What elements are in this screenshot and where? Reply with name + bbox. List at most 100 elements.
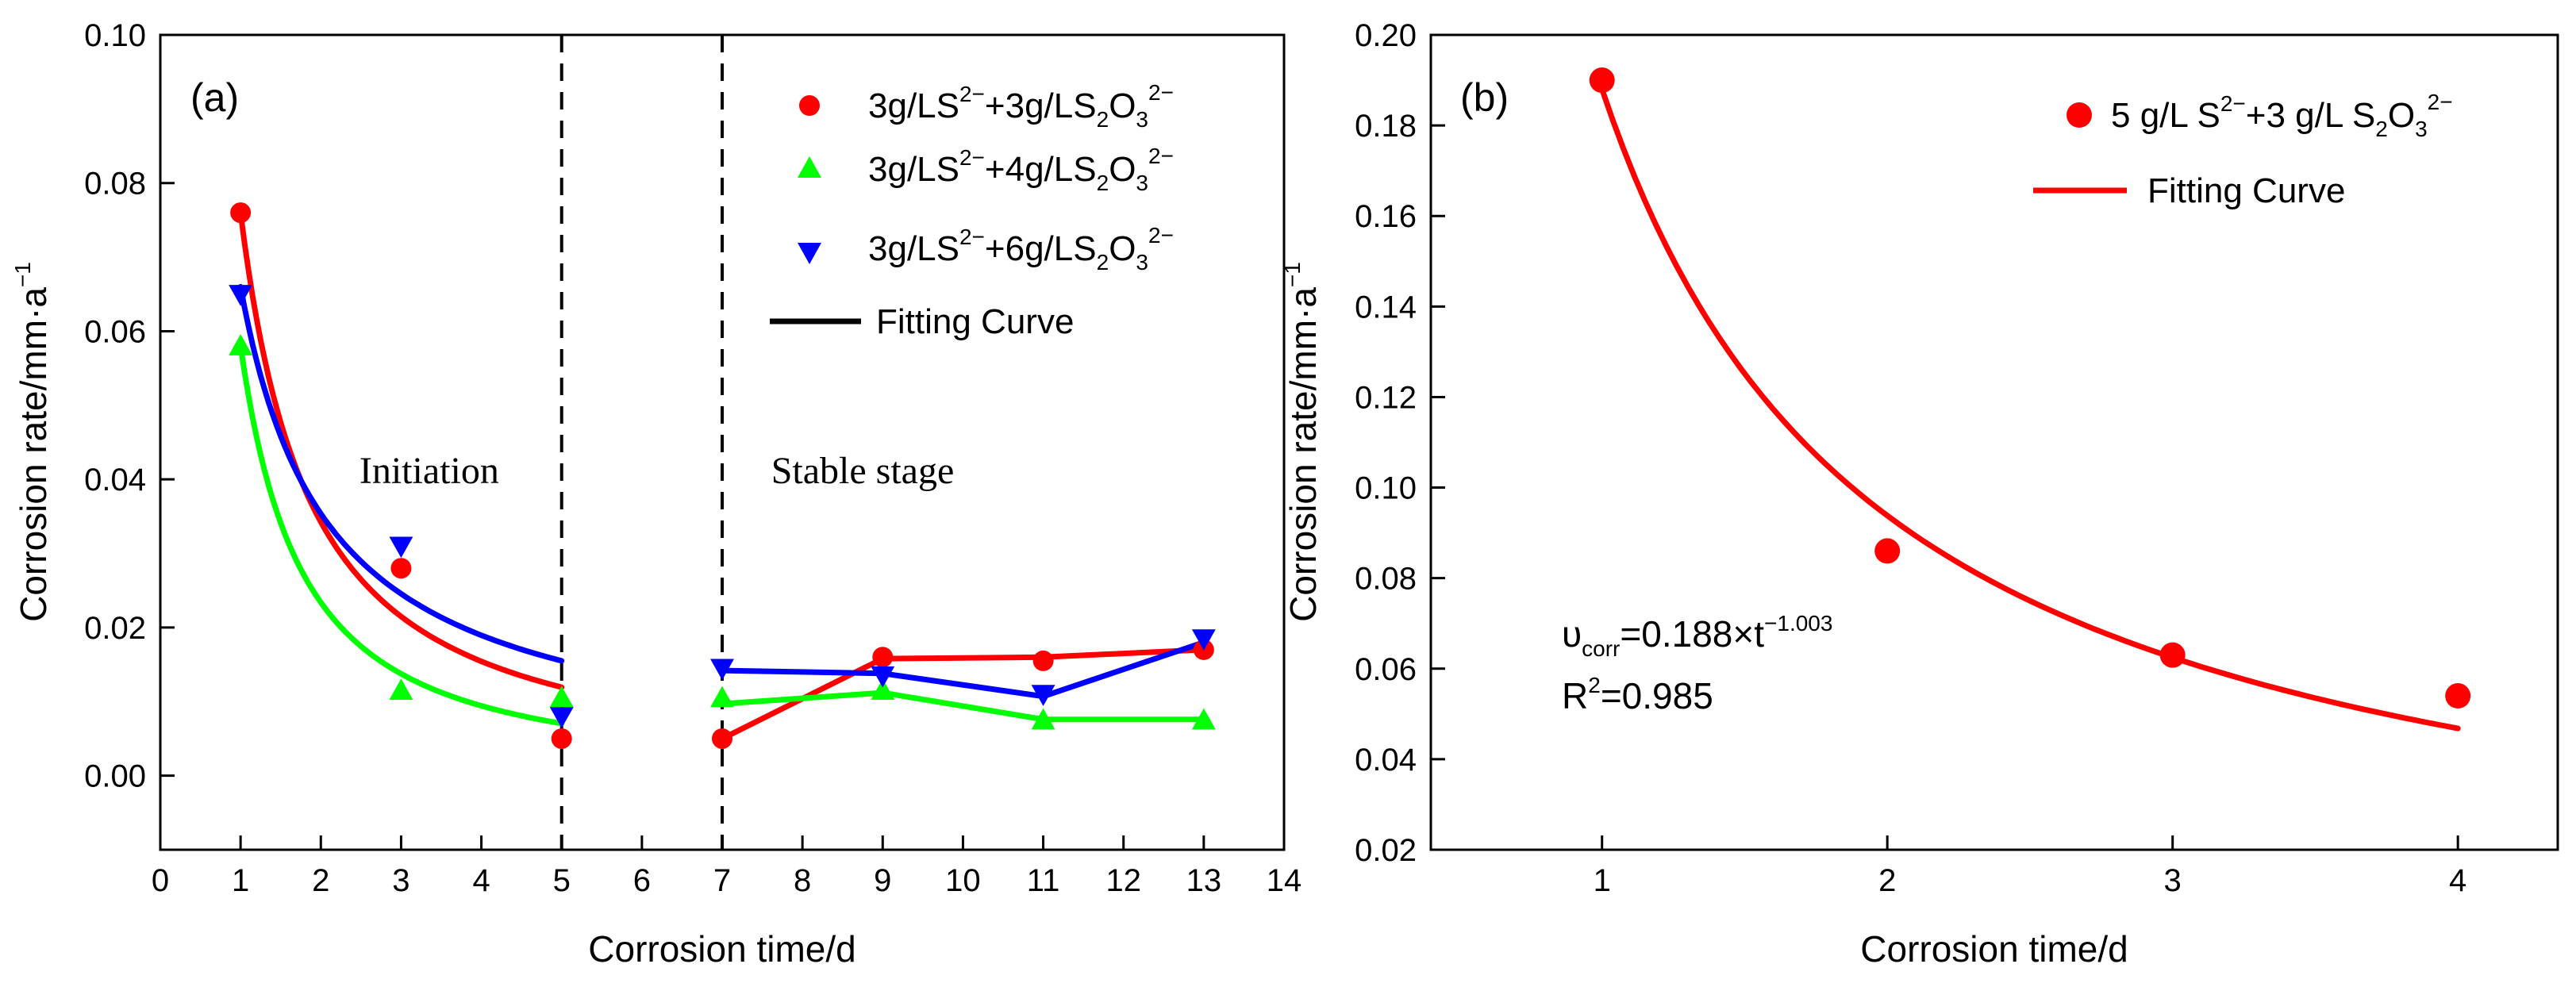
y-tick-label: 0.12 [1355, 380, 1417, 415]
x-tick-label: 2 [312, 863, 329, 898]
plot-frame-b [1429, 33, 2559, 851]
data-point-series-b [1589, 67, 1615, 94]
data-point-series-2 [1191, 708, 1216, 730]
data-point-series-3 [871, 666, 895, 688]
y-tick-label: 0.06 [1355, 652, 1417, 687]
data-point-series-3 [549, 707, 574, 728]
data-point-series-1 [872, 647, 894, 668]
x-tick-label: 8 [794, 863, 811, 898]
data-markers-a [229, 202, 1216, 749]
stage-dividers [559, 35, 724, 850]
fit-curve-initiation-series-3 [237, 283, 565, 664]
y-axis-label-b: Corrosion rate/mm·a−1 [1280, 262, 1324, 622]
x-tick-label: 3 [392, 863, 409, 898]
legend-label-series-3: 3g/LS2−+6g/LS2O32− [868, 223, 1174, 275]
legend-marker-series-2 [798, 156, 821, 178]
data-point-series-1 [390, 558, 412, 579]
x-tick-label: 6 [633, 863, 651, 898]
y-tick-label: 0.14 [1355, 290, 1417, 325]
y-tick-label: 0.10 [84, 18, 146, 53]
data-point-series-2 [710, 686, 734, 708]
fit-line-stable-series-1 [719, 647, 1207, 742]
data-point-series-2 [549, 686, 574, 708]
data-point-series-3 [389, 536, 413, 559]
y-axis-b: 0.02 0.04 0.06 0.08 0.10 0.12 0.14 0.16 0.18 0.20 [1355, 18, 1445, 868]
y-axis-label-a: Corrosion rate/mm·a−1 [10, 262, 54, 622]
data-point-series-2 [1031, 708, 1055, 730]
y-tick-label: 0.04 [1355, 743, 1417, 778]
data-point-series-1 [1032, 650, 1054, 671]
x-tick-label: 1 [1594, 863, 1611, 898]
fit-equation: υcorr=0.188×t−1.003 [1562, 611, 1832, 661]
data-point-series-2 [229, 334, 253, 355]
data-point-series-b [1874, 538, 1901, 564]
data-point-series-b [2445, 683, 2471, 709]
panel-label-b: (b) [1460, 75, 1509, 120]
legend-marker-series-3 [798, 243, 821, 264]
legend-marker-series-b [2067, 102, 2092, 128]
data-point-series-3 [1191, 629, 1216, 651]
y-tick-label: 0.04 [84, 463, 146, 497]
y-tick-label: 0.00 [84, 759, 146, 794]
y-tick-label: 0.20 [1355, 18, 1417, 53]
x-tick-label: 2 [1878, 863, 1896, 898]
legend-a: 3g/LS2−+3g/LS2O32− 3g/LS2−+4g/LS2O32− 3g… [770, 80, 1174, 341]
data-point-series-1 [712, 728, 732, 749]
annotation-stable-stage: Stable stage [771, 450, 955, 492]
x-tick-label: 3 [2164, 863, 2182, 898]
annotation-initiation: Initiation [359, 450, 499, 492]
x-axis-a: 0 1 2 3 4 5 6 7 8 9 10 11 12 13 14 [152, 835, 1301, 898]
x-axis-label-b: Corrosion time/d [1860, 928, 2128, 970]
x-tick-label: 1 [232, 863, 249, 898]
data-markers-b [1589, 67, 2471, 709]
legend-b: 5 g/L S2−+3 g/L S2O32− Fitting Curve [2033, 90, 2453, 210]
x-tick-label: 0 [152, 863, 169, 898]
x-tick-label: 11 [1027, 863, 1060, 898]
x-tick-label: 13 [1186, 863, 1222, 898]
legend-label-series-1: 3g/LS2−+3g/LS2O32− [868, 80, 1174, 132]
fit-line-stable-series-2 [719, 689, 1207, 723]
fit-curves-a [237, 209, 1207, 742]
chart-panel-a: 0 1 2 3 4 5 6 7 8 9 10 11 12 13 14 0.000.020.040.060.0… [10, 18, 1301, 970]
y-tick-label: 0.10 [1355, 471, 1417, 506]
y-axis-a: 0.00 0.02 0.04 0.06 0.08 0.10 [84, 18, 175, 794]
legend-fit-label-a: Fitting Curve [876, 302, 1074, 341]
data-point-series-1 [551, 728, 572, 749]
data-point-series-1 [230, 202, 252, 224]
x-tick-label: 12 [1105, 863, 1141, 898]
y-tick-label: 0.08 [1355, 562, 1417, 597]
y-tick-label: 0.06 [84, 314, 146, 349]
fit-curve-b [1599, 86, 2461, 732]
y-tick-label: 0.18 [1355, 109, 1417, 144]
x-tick-label: 9 [874, 863, 891, 898]
data-point-series-2 [389, 678, 413, 700]
legend-fit-label-b: Fitting Curve [2147, 171, 2345, 210]
y-tick-label: 0.08 [84, 167, 146, 202]
fit-r-squared: R2=0.985 [1562, 673, 1713, 716]
panel-label-a: (a) [190, 75, 239, 120]
legend-marker-series-1 [799, 95, 820, 116]
chart-panel-b: 1 2 3 4 0.02 0.04 0.06 0.08 0.10 0.12 0.14 0.16 0.1… [1280, 18, 2559, 970]
data-point-series-3 [1031, 685, 1055, 706]
x-axis-b: 1 2 3 4 [1594, 835, 2466, 898]
x-tick-label: 4 [472, 863, 490, 898]
data-point-series-2 [871, 678, 895, 700]
legend-label-series-b: 5 g/L S2−+3 g/L S2O32− [2111, 90, 2453, 141]
fit-curve-power-law [1599, 86, 2461, 732]
x-tick-label: 14 [1267, 863, 1302, 898]
data-point-series-3 [229, 285, 253, 306]
x-axis-label-a: Corrosion time/d [588, 928, 855, 970]
data-point-series-b [2159, 642, 2186, 668]
y-tick-label: 0.02 [1355, 833, 1417, 868]
fit-curve-initiation-series-2 [237, 343, 565, 727]
data-point-series-3 [710, 659, 734, 681]
y-tick-label: 0.02 [84, 611, 146, 646]
x-tick-label: 4 [2449, 863, 2466, 898]
x-tick-label: 7 [713, 863, 731, 898]
x-tick-label: 5 [553, 863, 571, 898]
x-tick-label: 10 [945, 863, 981, 898]
legend-label-series-2: 3g/LS2−+4g/LS2O32− [868, 144, 1174, 195]
fit-line-stable-series-3 [719, 639, 1207, 700]
y-tick-label: 0.16 [1355, 199, 1417, 234]
